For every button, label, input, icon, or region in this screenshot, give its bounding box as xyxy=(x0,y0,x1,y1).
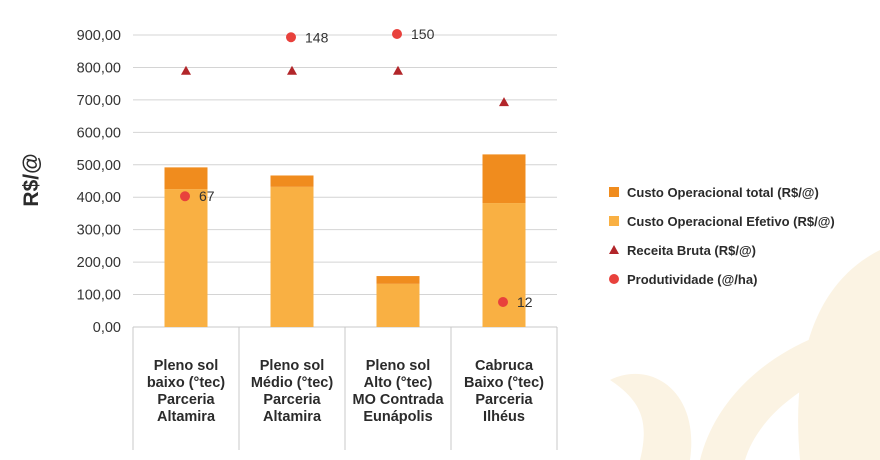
bars xyxy=(164,154,526,327)
legend-swatch xyxy=(609,216,619,226)
receita-bruta-marker xyxy=(393,65,403,75)
y-axis-label: R$/@ xyxy=(20,153,43,206)
y-tick-label: 200,00 xyxy=(77,255,121,271)
y-axis-ticks: 0,00 100,00 200,00 300,00 400,00 500,00 600,00… xyxy=(77,28,121,336)
category-label: Cabruca xyxy=(475,358,534,374)
y-tick-label: 100,00 xyxy=(77,288,121,304)
produtividade-marker xyxy=(498,297,508,308)
markers: 67 148 150 12 xyxy=(180,26,533,310)
category-label: Pleno sol xyxy=(366,358,430,374)
produtividade-label: 148 xyxy=(305,29,329,45)
produtividade-marker xyxy=(392,29,402,40)
legend-swatch xyxy=(609,245,619,254)
produtividade-label: 67 xyxy=(199,188,215,204)
watermark-leaf-3 xyxy=(610,373,692,460)
receita-bruta-marker xyxy=(181,65,191,75)
legend-label: Receita Bruta (R$/@) xyxy=(627,243,756,258)
legend-label: Custo Operacional Efetivo (R$/@) xyxy=(627,214,835,229)
category-label: Ilhéus xyxy=(483,409,525,425)
receita-bruta-marker xyxy=(287,65,297,75)
legend: Custo Operacional total (R$/@) Custo Oper… xyxy=(609,185,835,287)
category-label: Alto (°tec) xyxy=(364,375,433,391)
y-tick-label: 900,00 xyxy=(77,28,121,44)
category-label: Parceria xyxy=(157,392,215,408)
receita-bruta-marker xyxy=(499,97,509,107)
legend-label: Produtividade (@/ha) xyxy=(627,272,757,287)
category-label: Médio (°tec) xyxy=(251,375,333,391)
y-tick-label: 300,00 xyxy=(77,223,121,239)
background-leaf-watermark xyxy=(610,250,880,460)
y-tick-label: 400,00 xyxy=(77,190,121,206)
produtividade-label: 150 xyxy=(411,26,435,42)
category-label: Pleno sol xyxy=(154,358,218,374)
produtividade-marker xyxy=(180,191,190,202)
category-label: Pleno sol xyxy=(260,358,324,374)
y-tick-label: 600,00 xyxy=(77,125,121,141)
bar-custo-total xyxy=(482,154,526,204)
bar-custo-efetivo xyxy=(270,186,314,327)
legend-swatch xyxy=(609,187,619,197)
category-label: Eunápolis xyxy=(363,409,432,425)
category-label: MO Contrada xyxy=(352,392,444,408)
produtividade-label: 12 xyxy=(517,294,533,310)
produtividade-marker xyxy=(286,32,296,43)
category-label: Baixo (°tec) xyxy=(464,375,544,391)
y-tick-label: 500,00 xyxy=(77,158,121,174)
legend-label: Custo Operacional total (R$/@) xyxy=(627,185,819,200)
category-label: baixo (°tec) xyxy=(147,375,225,391)
category-label: Altamira xyxy=(157,409,216,425)
category-label: Parceria xyxy=(263,392,321,408)
y-tick-label: 0,00 xyxy=(93,320,121,336)
bar-custo-total xyxy=(164,167,208,190)
category-label: Parceria xyxy=(475,392,533,408)
bar-custo-total xyxy=(270,175,314,187)
bar-custo-total xyxy=(376,276,420,284)
category-label: Altamira xyxy=(263,409,322,425)
bar-custo-efetivo xyxy=(164,189,208,327)
bar-custo-efetivo xyxy=(376,283,420,327)
watermark-leaf-2 xyxy=(700,320,880,460)
y-tick-label: 800,00 xyxy=(77,60,121,76)
legend-swatch xyxy=(609,274,619,284)
y-tick-label: 700,00 xyxy=(77,93,121,109)
